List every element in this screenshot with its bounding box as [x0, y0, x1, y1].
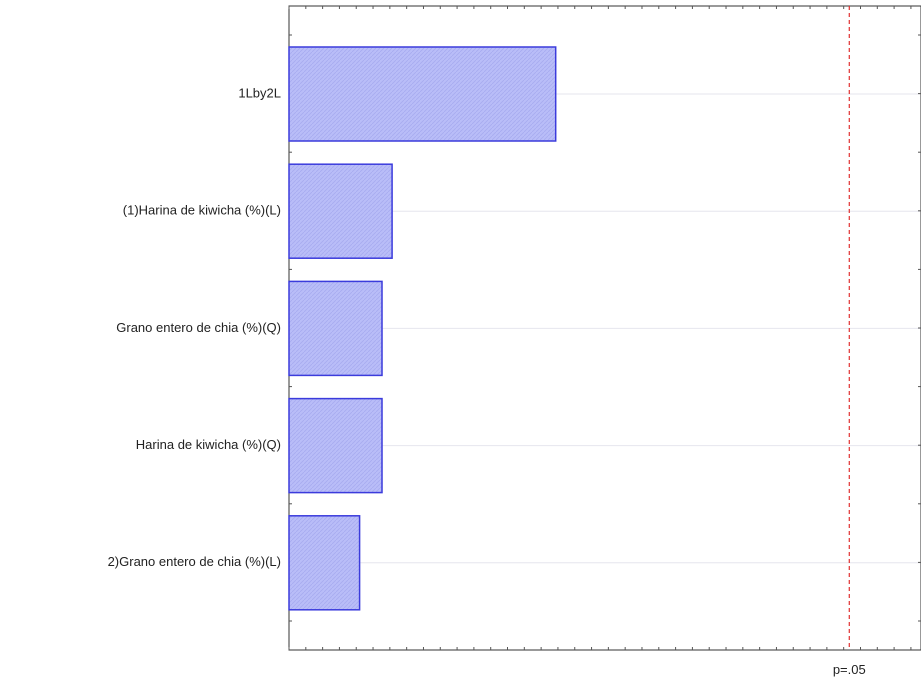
grid-layer	[289, 93, 921, 564]
bar-2	[288, 163, 393, 259]
category-label-3: Grano entero de chia (%)(Q)	[116, 320, 281, 335]
category-label-2: (1)Harina de kiwicha (%)(L)	[123, 203, 281, 218]
bar-5	[288, 515, 361, 611]
reference-line-label: p=.05	[833, 662, 866, 677]
bar-4	[288, 397, 383, 494]
bar-1	[288, 46, 557, 142]
bar-3	[288, 280, 383, 377]
category-label-4: Harina de kiwicha (%)(Q)	[136, 437, 281, 452]
category-labels: 1Lby2L (1)Harina de kiwicha (%)(L) Grano e…	[108, 85, 281, 569]
category-label-5: 2)Grano entero de chia (%)(L)	[108, 554, 281, 569]
axis-ticks	[288, 6, 921, 650]
category-label-1: 1Lby2L	[238, 85, 281, 100]
bars-layer	[288, 46, 557, 611]
